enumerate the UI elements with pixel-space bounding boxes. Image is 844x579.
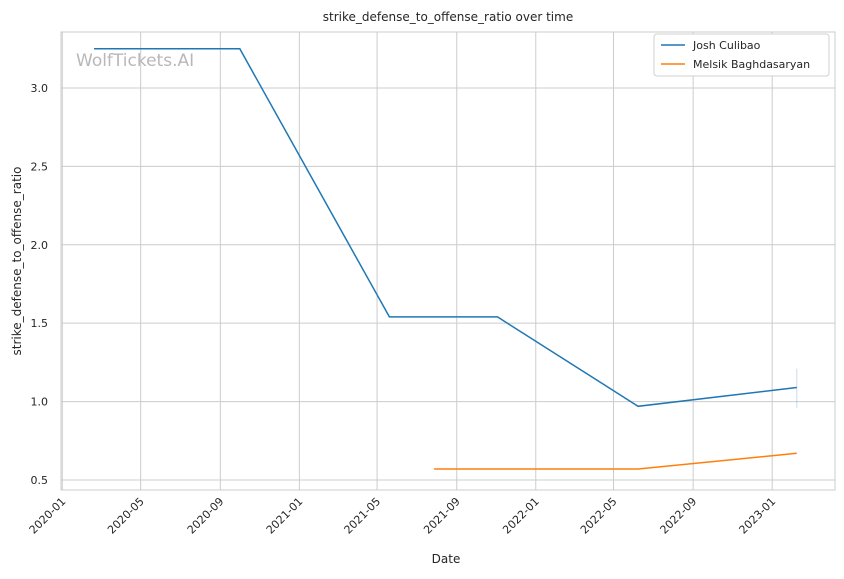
- x-tick-label: 2020-01: [27, 495, 69, 537]
- x-tick-label: 2021-01: [264, 495, 306, 537]
- y-tick-label: 1.5: [31, 317, 49, 330]
- x-tick-label: 2023-01: [737, 495, 779, 537]
- legend-label-melsik: Melsik Baghdasaryan: [693, 58, 810, 71]
- x-tick-label: 2020-05: [105, 495, 147, 537]
- x-tick-label: 2021-09: [421, 495, 463, 537]
- plot-area-border: [61, 32, 835, 490]
- x-tick-label: 2020-09: [185, 495, 227, 537]
- watermark: WolfTickets.AI: [76, 51, 194, 71]
- y-tick-label: 0.5: [31, 474, 49, 487]
- chart-title: strike_defense_to_offense_ratio over tim…: [323, 10, 573, 24]
- x-tick-label: 2022-01: [500, 495, 542, 537]
- series-line-0: [94, 49, 797, 407]
- y-axis-label: strike_defense_to_offense_ratio: [10, 167, 24, 356]
- legend: Josh Culibao Melsik Baghdasaryan: [654, 34, 829, 76]
- y-tick-label: 1.0: [31, 396, 49, 409]
- y-tick-label: 2.5: [31, 160, 49, 173]
- x-axis-label: Date: [432, 552, 461, 566]
- x-tick-label: 2022-09: [658, 495, 700, 537]
- x-tick-label: 2021-05: [342, 495, 384, 537]
- x-tick-label: 2022-05: [578, 495, 620, 537]
- y-tick-label: 3.0: [31, 82, 49, 95]
- series-line-1: [434, 453, 797, 469]
- legend-label-josh: Josh Culibao: [692, 39, 761, 52]
- y-tick-label: 2.0: [31, 239, 49, 252]
